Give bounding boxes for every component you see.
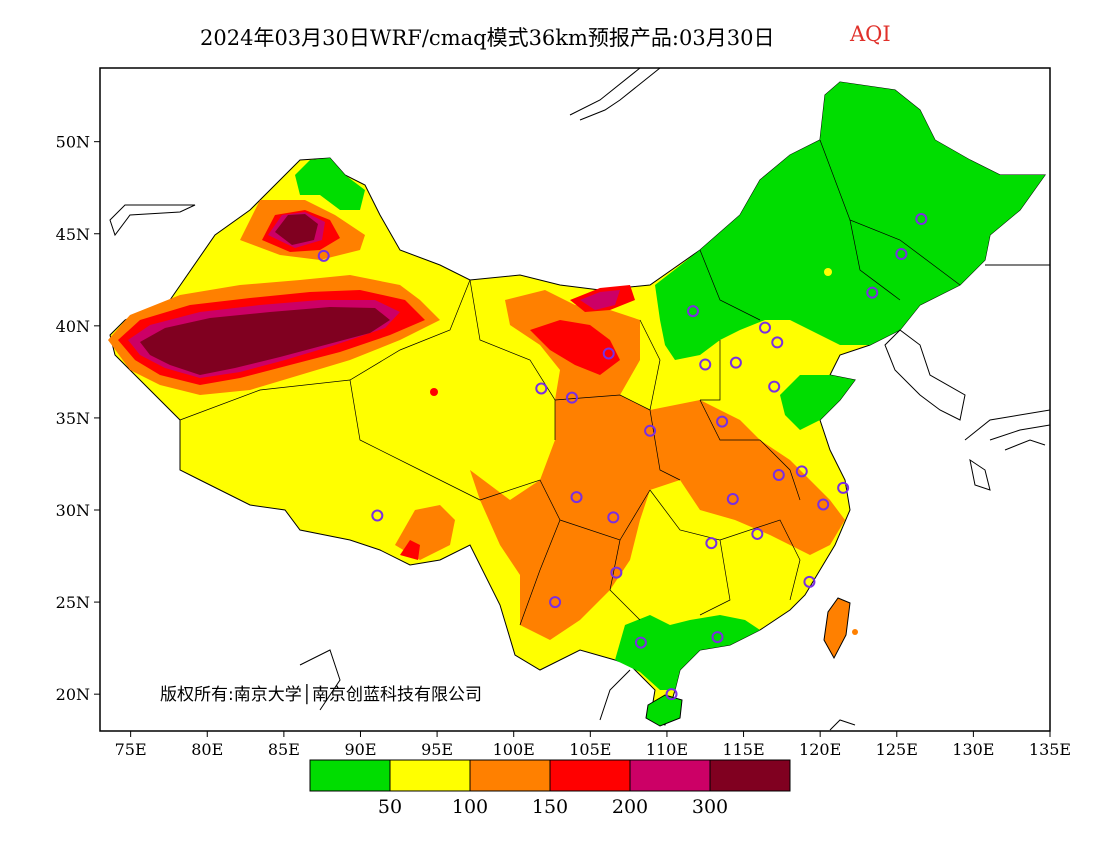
lat-tick-label: 40N xyxy=(56,317,90,336)
lon-tick-label: 120E xyxy=(799,740,841,759)
longitude-axis: 75E 80E 85E 90E 95E 100E 105E 110E 115E 120E 125E 1… xyxy=(115,731,1071,759)
hainan-island xyxy=(645,694,683,727)
lon-tick-label: 125E xyxy=(876,740,918,759)
city-marker xyxy=(535,382,548,395)
aqi-good-south xyxy=(615,615,760,690)
legend-label: 100 xyxy=(452,796,488,818)
city-marker xyxy=(549,596,562,609)
lon-tick-label: 85E xyxy=(268,740,300,759)
city-marker xyxy=(565,391,578,404)
city-marker xyxy=(751,527,764,540)
city-marker xyxy=(803,575,816,588)
neighbour-coastlines xyxy=(109,68,1050,731)
city-marker xyxy=(610,566,623,579)
city-marker xyxy=(634,636,647,649)
city-marker xyxy=(768,380,781,393)
title-bar: 2024年03月30日WRF/cmaq模式36km预报产品:03月30日 AQI xyxy=(0,18,1100,52)
lon-tick-label: 75E xyxy=(115,740,147,759)
city-marker xyxy=(686,305,699,318)
color-legend: 50 100 150 200 300 xyxy=(309,759,791,818)
city-marker xyxy=(771,336,784,349)
legend-swatch xyxy=(469,759,551,792)
lon-tick-label: 80E xyxy=(191,740,223,759)
taiwan-island xyxy=(823,597,851,660)
aqi-good-northwest xyxy=(295,158,365,210)
aqi-moderate-central xyxy=(470,290,845,640)
lon-tick-label: 90E xyxy=(344,740,376,759)
variable-label: AQI xyxy=(850,22,891,46)
city-marker xyxy=(607,511,620,524)
city-marker xyxy=(705,537,718,550)
lon-tick-label: 115E xyxy=(722,740,764,759)
map-content xyxy=(108,68,1050,731)
city-marker xyxy=(915,213,928,226)
city-marker xyxy=(772,469,785,482)
legend-label: 300 xyxy=(692,796,728,818)
hotspot-speck xyxy=(430,388,438,396)
lat-tick-label: 20N xyxy=(56,685,90,704)
lon-tick-label: 110E xyxy=(646,740,688,759)
city-marker xyxy=(716,415,729,428)
city-marker xyxy=(602,347,615,360)
lon-tick-label: 100E xyxy=(493,740,535,759)
lon-tick-label: 130E xyxy=(952,740,994,759)
aqi-good-shandong xyxy=(780,375,855,430)
map-title: 2024年03月30日WRF/cmaq模式36km预报产品:03月30日 xyxy=(200,26,775,50)
aqi-very-unhealthy-north xyxy=(580,290,620,310)
legend-label: 50 xyxy=(378,796,402,818)
lat-tick-label: 45N xyxy=(56,225,90,244)
lon-tick-label: 95E xyxy=(421,740,453,759)
copyright-text: 版权所有:南京大学│南京创蓝科技有限公司 xyxy=(160,685,482,705)
city-marker xyxy=(317,249,330,262)
aqi-unhealthy-tibet xyxy=(400,540,420,560)
legend-swatch xyxy=(709,759,791,792)
city-markers xyxy=(317,213,928,701)
latitude-axis: 20N 25N 30N 35N 40N 45N 50N xyxy=(56,133,100,704)
legend-swatch xyxy=(389,759,471,792)
legend-swatch xyxy=(629,759,711,792)
province-boundaries xyxy=(179,139,961,626)
city-marker xyxy=(729,356,742,369)
plot-frame xyxy=(99,67,1051,732)
city-marker xyxy=(711,631,724,644)
legend-swatch xyxy=(309,759,391,792)
lat-tick-label: 35N xyxy=(56,409,90,428)
city-marker xyxy=(895,248,908,261)
city-marker xyxy=(726,492,739,505)
city-marker xyxy=(570,491,583,504)
city-marker xyxy=(644,424,657,437)
lat-tick-label: 50N xyxy=(56,133,90,152)
city-marker xyxy=(795,465,808,478)
lon-tick-label: 105E xyxy=(569,740,611,759)
lon-tick-label: 135E xyxy=(1029,740,1071,759)
city-marker xyxy=(817,498,830,511)
aqi-hazardous-dzungaria xyxy=(275,214,318,245)
lat-tick-label: 25N xyxy=(56,593,90,612)
legend-label: 200 xyxy=(612,796,648,818)
city-marker xyxy=(665,688,678,701)
legend-swatch xyxy=(549,759,631,792)
orange-speck xyxy=(852,629,858,635)
city-marker xyxy=(837,481,850,494)
city-marker xyxy=(699,358,712,371)
aqi-unhealthy-gansu xyxy=(530,320,620,375)
aqi-hazardous-taklimakan xyxy=(140,307,390,375)
yellow-speck xyxy=(824,268,832,276)
city-marker xyxy=(759,321,771,334)
city-marker xyxy=(371,509,384,522)
legend-label: 150 xyxy=(532,796,568,818)
city-marker xyxy=(866,286,879,299)
lat-tick-label: 30N xyxy=(56,501,90,520)
